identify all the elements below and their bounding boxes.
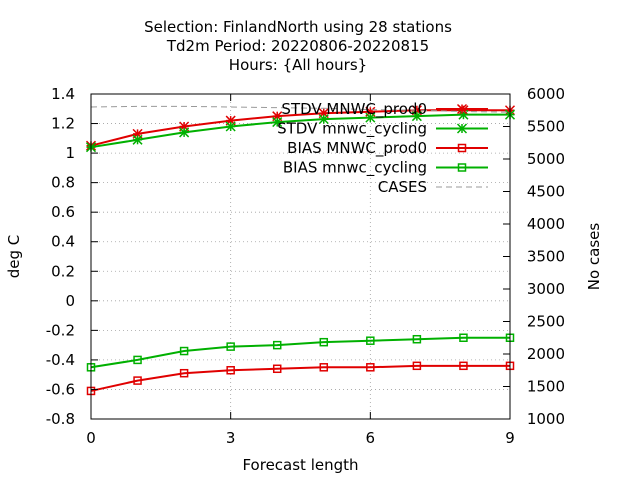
data-point-d2 [272, 117, 283, 128]
x-axis-label: Forecast length [242, 456, 358, 474]
data-point [412, 334, 422, 344]
data-point [226, 366, 235, 375]
data-point [272, 340, 282, 350]
x-tick-label: 9 [505, 429, 515, 447]
data-point-d2 [179, 127, 190, 138]
y-tick-label: 1.4 [51, 85, 75, 103]
y-axis-label: deg C [5, 235, 23, 279]
series-line [90, 364, 510, 392]
legend-marker-1-d2 [456, 103, 468, 115]
legend-label-3: BIAS MNWC_prod0 [287, 139, 427, 158]
y2-tick-label: 4000 [527, 215, 565, 233]
y-tick-label: 0 [65, 292, 75, 310]
data-point [459, 361, 468, 371]
data-point [319, 337, 329, 347]
legend-label-5: CASES [378, 178, 427, 196]
series-2 [85, 109, 516, 153]
data-point [366, 363, 375, 372]
legend-label-4: BIAS mnwc_cycling [283, 159, 427, 178]
legend-label-2: STDV mnwc_cycling [277, 120, 427, 139]
data-point [133, 355, 142, 365]
x-tick-label: 3 [226, 429, 236, 447]
y-tick-label: -0.6 [46, 380, 75, 398]
chart-title: Selection: FinlandNorth using 28 station… [144, 18, 452, 74]
legend-marker-2-d2 [456, 123, 468, 134]
series-line [90, 336, 510, 369]
title-line-3: Hours: {All hours} [229, 56, 367, 74]
y2-tick-label: 1500 [527, 378, 565, 396]
x-tick-label: 6 [366, 429, 376, 447]
y-tick-label: 0.8 [51, 174, 75, 192]
data-point [459, 333, 468, 342]
y2-tick-label: 4500 [527, 183, 565, 201]
legend-marker-3 [457, 143, 467, 153]
y-tick-label: 1.2 [51, 115, 75, 133]
data-point [179, 346, 189, 356]
y-tick-label: 0.4 [51, 233, 75, 251]
y-tick-label: -0.8 [46, 410, 75, 428]
y2-tick-label: 2000 [527, 345, 565, 363]
data-point-d2 [132, 134, 143, 145]
data-point [226, 342, 235, 351]
series-line [90, 113, 510, 149]
data-point [412, 361, 422, 371]
series-line [90, 109, 510, 147]
ticks: -0.8 -0.6 -0.4 -0.2 0 0.2 0.4 0.6 0.8 1 1.2 1.4 1000… [46, 85, 565, 447]
legend-label-1: STDV MNWC_prod0 [281, 100, 427, 119]
y-tick-label: 1 [65, 144, 75, 162]
y2-tick-label: 1000 [527, 410, 565, 428]
y2-axis-label: No cases [585, 223, 603, 291]
x-tick-label: 0 [86, 429, 96, 447]
y2-tick-label: 6000 [527, 85, 565, 103]
data-point [179, 368, 189, 378]
y2-tick-label: 3500 [527, 248, 565, 266]
legend-marker-4 [457, 163, 467, 172]
data-point-d2 [365, 112, 376, 123]
data-point-d2 [318, 114, 329, 125]
series-layer [85, 105, 516, 396]
y-tick-label: 0.2 [51, 262, 75, 280]
data-point [319, 363, 329, 372]
y-tick-label: 0.6 [51, 203, 75, 221]
data-point [272, 364, 282, 374]
title-line-1: Selection: FinlandNorth using 28 station… [144, 18, 452, 36]
y-tick-label: -0.4 [46, 351, 75, 369]
y-tick-label: -0.2 [46, 321, 75, 339]
y2-tick-label: 2500 [527, 313, 565, 331]
y2-tick-label: 5000 [527, 150, 565, 168]
data-point-d2 [225, 121, 236, 132]
y2-tick-label: 3000 [527, 280, 565, 298]
data-point-d2 [411, 111, 422, 122]
axis-labels: Forecast length deg C No cases [5, 223, 603, 474]
data-point [366, 336, 375, 345]
title-line-2: Td2m Period: 20220806-20220815 [166, 37, 429, 55]
data-point [133, 376, 142, 385]
y2-tick-label: 5500 [527, 118, 565, 136]
